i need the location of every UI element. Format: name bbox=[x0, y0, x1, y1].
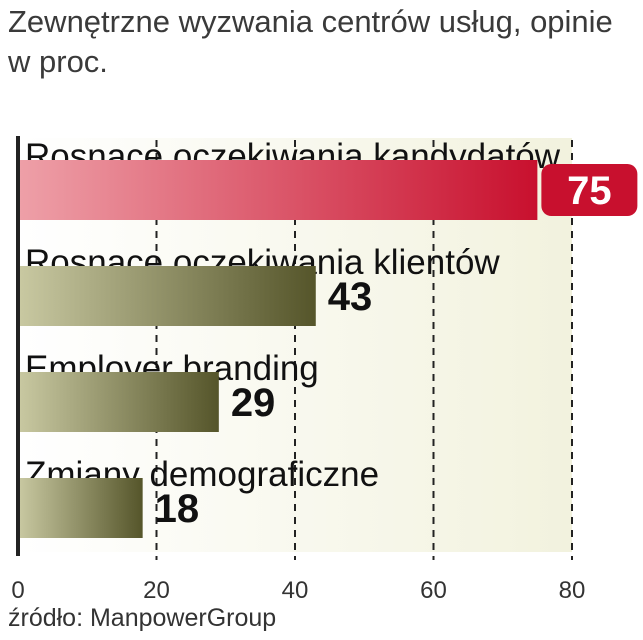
bar bbox=[18, 266, 316, 326]
bar bbox=[18, 478, 143, 538]
x-tick-label: 40 bbox=[282, 577, 309, 604]
bar bbox=[18, 372, 219, 432]
bar-chart: Rosnące oczekiwania kandydatów75Rosnące … bbox=[11, 136, 638, 604]
value-badge bbox=[541, 164, 638, 216]
value-label: 18 bbox=[155, 487, 200, 531]
x-tick-label: 20 bbox=[143, 577, 170, 604]
value-label: 75 bbox=[567, 169, 612, 213]
x-tick-label: 60 bbox=[420, 577, 447, 604]
value-label: 43 bbox=[328, 275, 373, 319]
source-note: źródło: ManpowerGroup bbox=[8, 604, 277, 632]
value-label: 29 bbox=[231, 381, 276, 425]
chart-title: Zewnętrzne wyzwania centrów usług, opini… bbox=[8, 4, 613, 79]
x-tick-label: 80 bbox=[559, 577, 586, 604]
bar bbox=[18, 160, 538, 220]
x-tick-label: 0 bbox=[11, 577, 24, 604]
